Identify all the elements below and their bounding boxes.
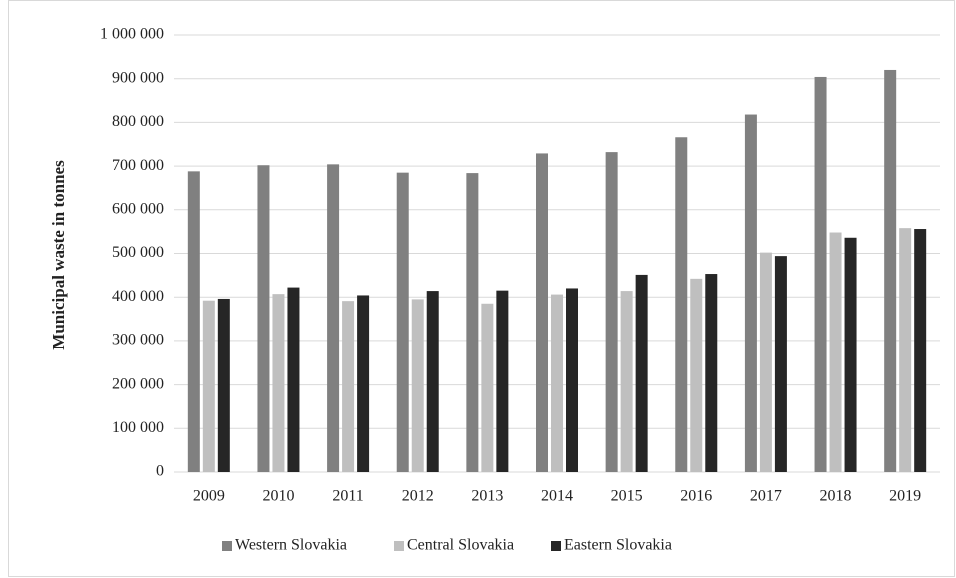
x-tick-label: 2009 — [193, 488, 225, 505]
bar — [705, 274, 718, 472]
y-axis-title: Municipal waste in tonnes — [49, 160, 68, 350]
bar — [774, 256, 787, 472]
x-tick-label: 2013 — [471, 488, 503, 505]
bar — [884, 69, 897, 473]
bar — [411, 299, 424, 472]
x-tick-label: 2019 — [889, 488, 921, 505]
y-tick-label: 300 000 — [112, 332, 164, 349]
bar — [536, 153, 548, 472]
legend-label: Central Slovakia — [407, 537, 514, 554]
bar — [496, 290, 509, 472]
bar — [287, 287, 300, 472]
x-tick-label: 2018 — [820, 488, 852, 505]
bar — [466, 173, 479, 473]
legend-label: Western Slovakia — [235, 537, 347, 554]
bar — [257, 165, 270, 472]
legend-swatch — [222, 541, 232, 551]
y-tick-label: 0 — [156, 463, 164, 480]
bar — [357, 295, 370, 472]
x-tick-label: 2017 — [750, 488, 782, 505]
y-tick-label: 400 000 — [112, 288, 164, 305]
bar — [635, 274, 648, 472]
y-tick-label: 700 000 — [112, 157, 164, 174]
bar — [914, 229, 927, 472]
bar — [396, 172, 409, 472]
bar — [481, 303, 494, 472]
bar — [342, 301, 355, 472]
bar — [759, 252, 772, 472]
bar — [605, 152, 618, 472]
bar — [675, 137, 688, 472]
legend-label: Eastern Slovakia — [564, 537, 672, 554]
bar — [690, 278, 703, 472]
bar — [217, 298, 230, 472]
bar — [899, 228, 912, 472]
x-tick-label: 2011 — [332, 488, 363, 505]
legend-swatch — [394, 541, 404, 551]
y-tick-label: 100 000 — [112, 419, 164, 436]
x-tick-label: 2010 — [262, 488, 294, 505]
x-tick-label: 2014 — [541, 488, 573, 505]
y-tick-label: 800 000 — [112, 113, 164, 130]
legend-swatch — [551, 541, 561, 551]
x-tick-label: 2016 — [680, 488, 712, 505]
bar — [566, 288, 578, 472]
chart-frame — [8, 0, 955, 577]
y-tick-label: 200 000 — [112, 375, 164, 392]
y-tick-label: 500 000 — [112, 244, 164, 261]
bar — [620, 291, 633, 472]
bar — [327, 164, 340, 473]
x-tick-label: 2015 — [611, 488, 643, 505]
y-tick-label: 1 000 000 — [100, 26, 164, 43]
bar — [814, 76, 827, 473]
bar — [551, 294, 563, 472]
bar — [829, 232, 842, 472]
bar — [202, 300, 215, 472]
y-tick-label: 900 000 — [112, 69, 164, 86]
bar — [272, 294, 285, 472]
bar — [187, 171, 200, 472]
x-tick-label: 2012 — [402, 488, 434, 505]
bar — [844, 237, 857, 472]
y-tick-label: 600 000 — [112, 200, 164, 217]
bar — [426, 291, 439, 472]
bar — [744, 114, 757, 472]
